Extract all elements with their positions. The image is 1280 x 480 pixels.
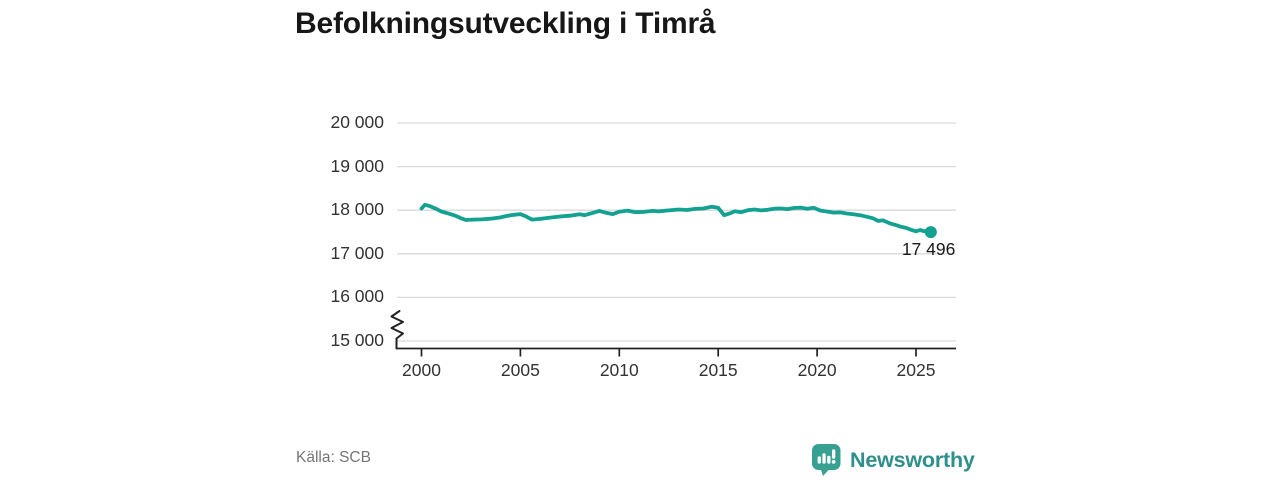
population-line (419, 202, 933, 235)
x-axis-label: 2025 (896, 360, 936, 380)
y-axis-label: 19 000 (330, 155, 384, 176)
y-axis-label: 20 000 (330, 112, 384, 133)
x-axis-label: 2000 (402, 360, 441, 380)
data-point-label: 17 496 (901, 239, 956, 260)
x-axis-label: 2020 (797, 360, 837, 380)
y-axis-label: 15 000 (330, 330, 384, 351)
newsworthy-wordmark: Newsworthy (850, 447, 975, 472)
y-axis-label: 16 000 (330, 286, 384, 307)
y-axis-label: 17 000 (330, 242, 384, 263)
source-label: Källa: SCB (296, 449, 371, 466)
end-point-marker (924, 226, 937, 239)
newsworthy-bubble-chart-icon (812, 444, 841, 476)
newsworthy-logo[interactable]: Newsworthy (811, 443, 975, 477)
x-axis-label: 2015 (698, 360, 738, 380)
y-axis-label: 18 000 (330, 199, 384, 220)
page-title: Befolkningsutveckling i Timrå (295, 7, 716, 40)
x-axis-label: 2010 (599, 360, 639, 380)
axis-break-icon (390, 310, 404, 350)
x-axis-label: 2005 (500, 360, 540, 380)
